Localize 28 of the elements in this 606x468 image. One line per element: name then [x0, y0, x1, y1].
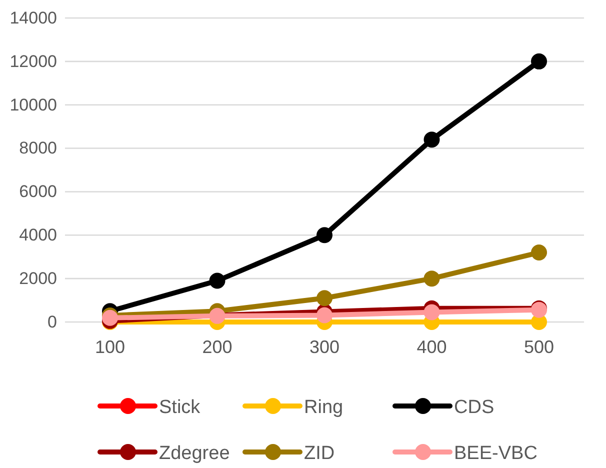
point — [424, 132, 440, 148]
point — [316, 307, 332, 324]
point — [316, 227, 332, 244]
y-tick-label: 2000 — [19, 269, 57, 288]
x-tick-label: 400 — [416, 336, 447, 357]
point — [531, 53, 547, 70]
x-tick-label: 300 — [309, 336, 340, 357]
legend-label: Stick — [159, 397, 201, 418]
x-tick-label: 200 — [202, 336, 232, 357]
y-tick-label: 12000 — [10, 52, 57, 71]
x-tick-label: 500 — [524, 336, 554, 357]
legend-label: Ring — [304, 397, 344, 418]
point — [531, 244, 547, 261]
legend-label: Zdegree — [159, 443, 230, 464]
y-tick-label: 6000 — [19, 182, 57, 202]
legend-label: CDS — [454, 397, 494, 418]
y-tick-label: 10000 — [10, 95, 57, 114]
x-tick-label: 100 — [94, 336, 126, 357]
y-tick-label: 14000 — [10, 8, 57, 28]
point — [316, 290, 332, 306]
y-tick-label: 8000 — [19, 138, 57, 158]
point — [424, 304, 440, 320]
y-tick-label: 0 — [48, 312, 57, 332]
point — [209, 272, 226, 289]
y-tick-label: 4000 — [19, 226, 57, 245]
legend-label: ZID — [304, 443, 335, 464]
point — [424, 270, 440, 287]
legend-label: BEE-VBC — [454, 443, 538, 464]
